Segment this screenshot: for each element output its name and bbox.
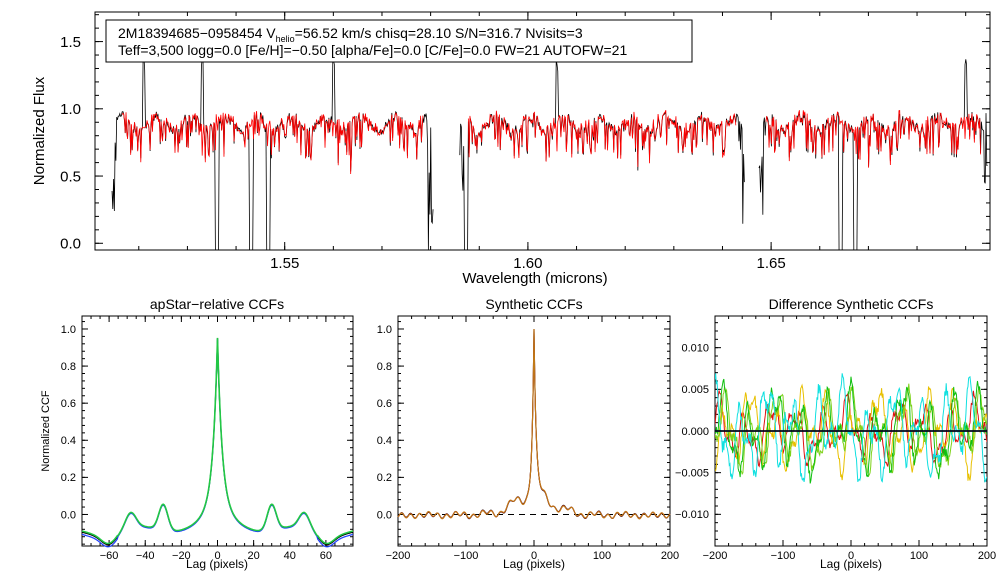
x-tick-label: −200 [386,550,411,562]
info-box: 2M18394685−0958454 Vhelio=56.52 km/s chi… [105,19,693,63]
difference-ccf-lines [715,373,987,484]
y-tick-label: 0.8 [61,361,76,373]
x-tick-label: 1.60 [513,255,542,272]
observed-spectrum-chip-1 [111,54,434,250]
x-tick-label: 0 [214,550,220,562]
synthetic-ccf-panel: −200 −100 0 100 200 0.0 0.2 0.4 0.6 0.8 1.0 Synthe… [377,296,679,571]
synthetic-ccf-lines [397,328,671,520]
x-tick-label: 60 [320,550,332,562]
model-spectrum-chip-3 [765,110,981,168]
y-tick-label: 0.000 [681,426,709,438]
spectrum-lines [111,54,988,250]
info-line-1: 2M18394685−0958454 Vhelio=56.52 km/s chi… [118,25,583,44]
apstar-ccf-xlabel: Lag (pixels) [186,557,248,571]
x-tick-label: 200 [978,550,996,562]
y-tick-label: 0.2 [377,472,392,484]
y-tick-label: 0.4 [61,435,76,447]
x-tick-label: 200 [661,550,679,562]
info-line-2: Teff=3,500 logg=0.0 [Fe/H]=−0.50 [alpha/… [118,42,627,58]
x-tick-label: −200 [703,550,728,562]
x-tick-label: 40 [284,550,296,562]
y-tick-label: 0.010 [681,343,709,355]
y-tick-label: 0.8 [377,361,392,373]
y-tick-label: 0.2 [61,472,76,484]
spectrum-frame [94,11,991,251]
x-tick-label: 100 [910,550,928,562]
difference-ccf-ticks: −200 −100 0 100 200 −0.010 −0.005 0.000 0.005 0.0… [675,316,996,562]
y-tick-label: 0.6 [377,398,392,410]
x-tick-label: 100 [593,550,611,562]
y-tick-label: 0.005 [681,384,709,396]
y-tick-label: 1.0 [61,324,76,336]
x-tick-label: 1.65 [757,255,786,272]
apstar-ccf-series-3 [81,337,354,545]
y-tick-label: 1.5 [60,34,81,51]
observed-spectrum-chip-2 [459,60,745,250]
apstar-ccf-ticks: −60 −40 −20 0 20 40 60 0.0 0.2 0.4 0.6 0.8 1.0 [61,316,354,562]
y-tick-label: 0.5 [60,168,81,185]
spectrum-ticks: 1.55 1.60 1.65 0.0 0.5 1.0 1.5 [60,12,990,272]
difference-ccf-series-3 [715,383,987,477]
y-tick-label: −0.010 [675,509,709,521]
apstar-ccf-panel: −60 −40 −20 0 20 40 60 0.0 0.2 0.4 0.6 0.8 1.0 apSta… [40,296,354,571]
model-spectrum-chip-2 [467,110,737,167]
y-tick-label: 0.0 [61,509,76,521]
synthetic-ccf-title: Synthetic CCFs [485,296,582,312]
x-tick-label: 0 [531,550,537,562]
apstar-ccf-title: apStar−relative CCFs [150,296,284,312]
x-tick-label: −20 [172,550,191,562]
y-tick-label: 1.0 [377,324,392,336]
info-vhelio-subscript: helio [276,34,295,44]
info-line-1-suffix: =56.52 km/s chisq=28.10 S/N=316.7 Nvisit… [295,25,583,41]
apstar-ccf-series-2 [81,338,354,548]
y-tick-label: 1.0 [60,101,81,118]
spectrum-ylabel: Normalized Flux [31,76,48,185]
apstar-ccf-series-1 [81,338,354,546]
x-tick-label: 20 [248,550,260,562]
x-tick-label: −60 [100,550,119,562]
x-tick-label: 1.55 [270,255,299,272]
x-tick-label: −100 [771,550,796,562]
y-tick-label: 0.0 [60,236,81,253]
info-box-frame [105,19,693,63]
info-line-1-prefix: 2M18394685−0958454 V [118,25,276,41]
synthetic-ccf-xlabel: Lag (pixels) [503,557,565,571]
synthetic-ccf-series-3 [397,328,671,520]
difference-ccf-title: Difference Synthetic CCFs [769,296,934,312]
difference-ccf-xlabel: Lag (pixels) [820,557,882,571]
y-tick-label: 0.4 [377,435,392,447]
y-tick-label: −0.005 [675,468,709,480]
x-tick-label: −100 [454,550,479,562]
difference-ccf-series-4 [715,376,987,484]
difference-ccf-series-5 [715,373,987,483]
x-tick-label: −40 [136,550,155,562]
x-tick-label: 0 [848,550,854,562]
y-tick-label: 0.6 [61,398,76,410]
model-spectrum-chip-1 [121,110,424,174]
y-tick-label: 0.0 [377,509,392,521]
difference-ccf-panel: −200 −100 0 100 200 −0.010 −0.005 0.000 0.005 0.0… [675,296,996,571]
observed-spectrum-chip-3 [758,59,988,250]
synthetic-ccf-ticks: −200 −100 0 100 200 0.0 0.2 0.4 0.6 0.8 1.0 [377,316,679,562]
spectrum-panel: 1.55 1.60 1.65 0.0 0.5 1.0 1.5 Normalized Flux… [31,11,991,287]
spectrum-xlabel: Wavelength (microns) [462,270,607,287]
apstar-ccf-lines [81,337,354,548]
apstar-ccf-ylabel: Normalized CCF [40,390,52,472]
